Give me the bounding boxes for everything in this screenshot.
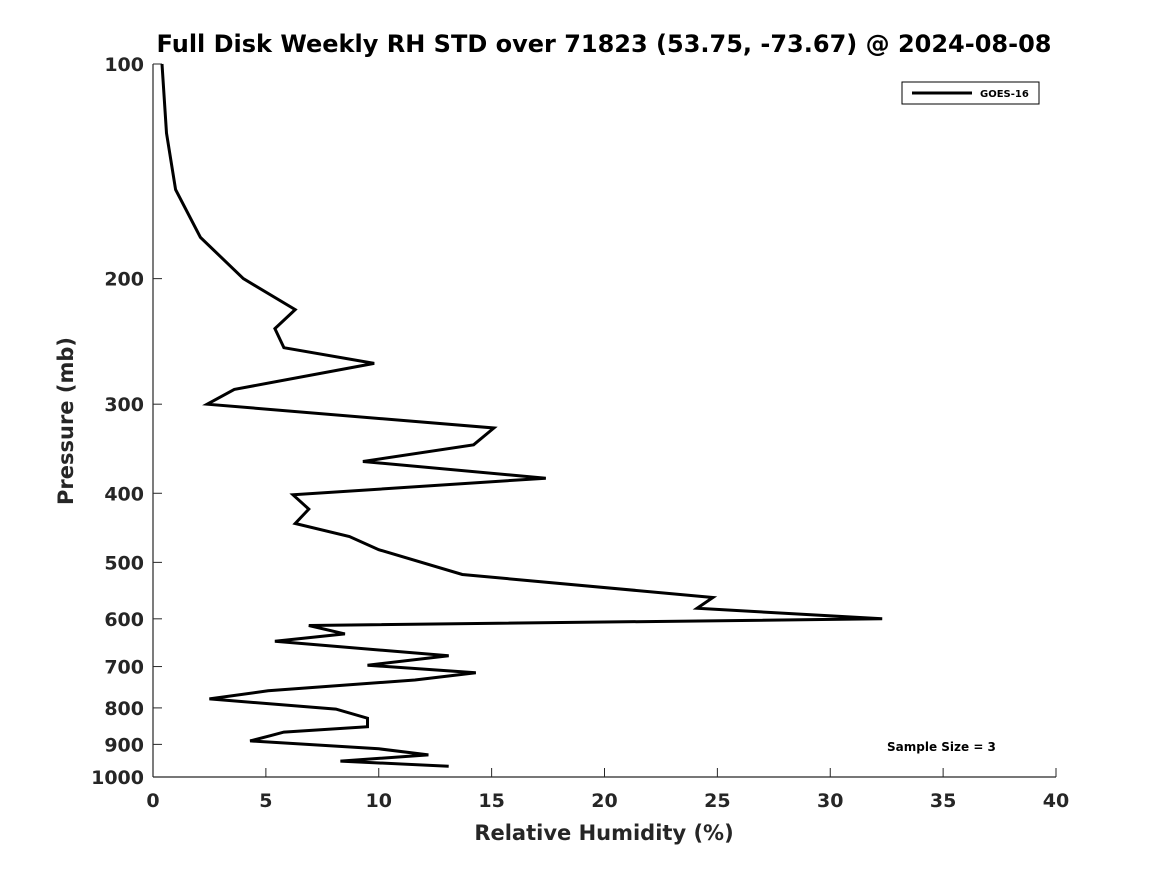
y-tick-label: 700 [104,657,144,679]
x-tick-label: 0 [146,790,159,812]
y-tick-label: 600 [104,609,144,631]
y-tick-label: 1000 [91,767,144,789]
y-axis-label: Pressure (mb) [54,337,78,505]
y-tick-label: 100 [104,54,144,76]
series-group [160,63,883,768]
legend: GOES-16 [901,81,1040,105]
y-tick-label: 200 [104,269,144,291]
x-tick-label: 30 [817,790,843,812]
x-tick-label: 35 [930,790,956,812]
x-tick-label: 5 [259,790,272,812]
y-axis-ticks: 100 200 300 400 500 600 700 800 900 1000 [91,54,162,789]
chart-title: Full Disk Weekly RH STD over 71823 (53.7… [157,30,1052,58]
sample-size-annotation: Sample Size = 3 [887,740,996,754]
x-axis-label: Relative Humidity (%) [474,821,733,845]
y-tick-label: 500 [104,552,144,574]
series-line-goes-16 [160,63,883,768]
y-tick-label: 800 [104,698,144,720]
x-tick-label: 15 [478,790,504,812]
legend-label-goes-16: GOES-16 [980,89,1029,100]
x-tick-label: 40 [1043,790,1069,812]
axes [152,64,1056,778]
x-axis-ticks: 0 5 10 15 20 25 30 35 40 [146,768,1069,812]
x-tick-label: 25 [704,790,730,812]
y-tick-label: 900 [104,734,144,756]
x-tick-label: 20 [591,790,617,812]
y-tick-label: 300 [104,394,144,416]
y-tick-label: 400 [104,483,144,505]
x-tick-label: 10 [366,790,392,812]
